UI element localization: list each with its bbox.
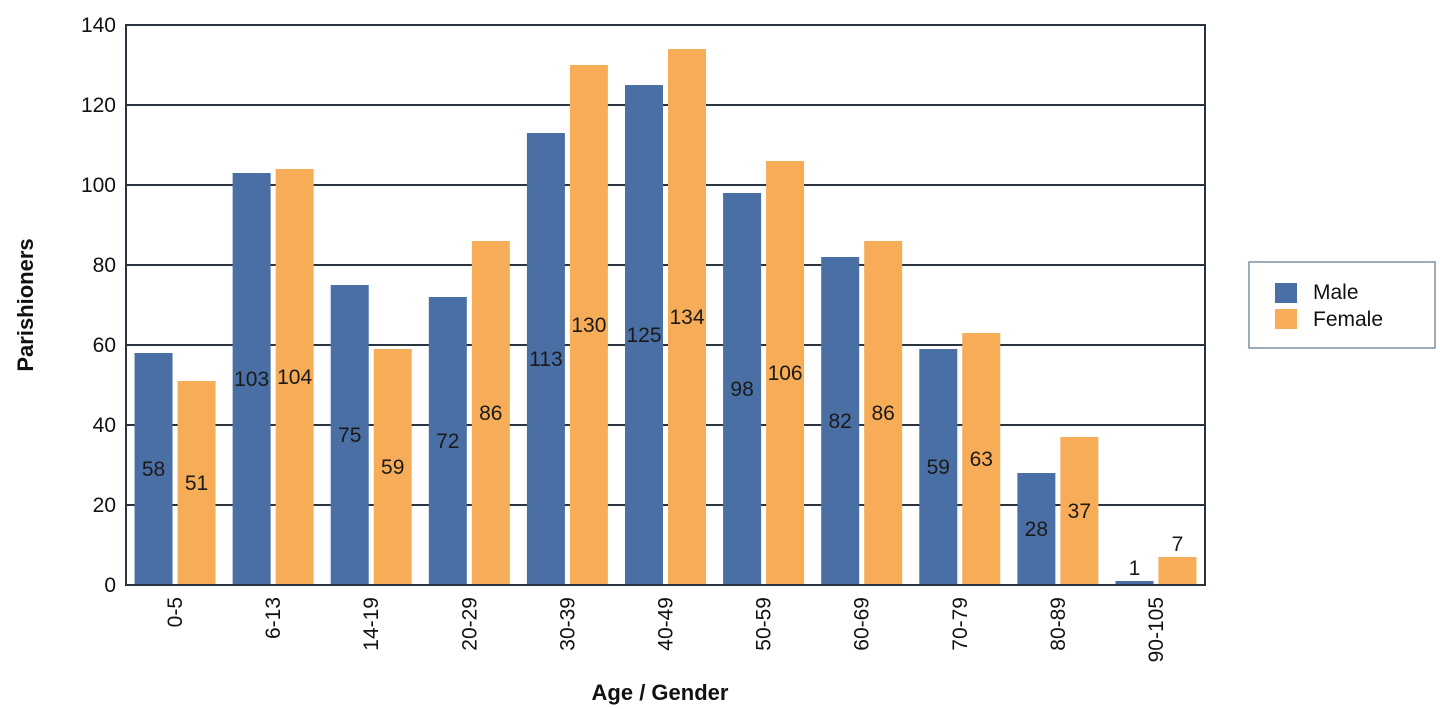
data-label-female: 7	[1172, 533, 1184, 556]
bar-female	[275, 169, 314, 585]
bar-male	[625, 85, 663, 585]
x-tick-label: 14-19	[360, 597, 383, 651]
data-label-female: 106	[768, 362, 803, 385]
bar-female	[766, 161, 805, 585]
x-tick-label: 70-79	[949, 597, 972, 651]
data-label-female: 86	[872, 402, 895, 425]
x-tick-label: 90-105	[1145, 597, 1168, 662]
bar-female	[471, 241, 510, 585]
bar-male	[526, 133, 565, 585]
y-tick-label: 120	[81, 94, 116, 117]
data-label-female: 104	[277, 366, 312, 389]
bar-male	[919, 349, 958, 585]
y-tick-label: 140	[81, 14, 116, 37]
x-tick-label: 40-49	[655, 597, 678, 651]
y-tick-label: 40	[93, 414, 116, 437]
data-label-male: 98	[730, 378, 753, 401]
data-label-female: 63	[970, 448, 993, 471]
data-label-male: 125	[626, 324, 661, 347]
data-label-male: 82	[829, 410, 852, 433]
y-axis-title: Parishioners	[13, 238, 38, 371]
bar-male	[134, 353, 173, 585]
data-label-female: 51	[185, 472, 208, 495]
x-axis-title: Age / Gender	[592, 680, 729, 705]
x-tick-label: 20-29	[458, 597, 481, 651]
x-tick-label: 50-59	[753, 597, 776, 651]
data-label-female: 130	[571, 314, 606, 337]
x-tick-label: 60-69	[851, 597, 874, 651]
x-tick-label: 80-89	[1047, 597, 1070, 651]
legend-label-male: Male	[1313, 281, 1359, 304]
data-label-male: 58	[142, 458, 165, 481]
data-labels: 58 51 103 104 75 59 72 86 113 130 125 134 98 106 82 86 5…	[142, 306, 1183, 580]
data-label-female: 37	[1068, 500, 1091, 523]
x-tick-label: 6-13	[262, 597, 285, 639]
bar-female	[1158, 557, 1197, 585]
bar-female	[864, 241, 903, 585]
bar-female	[962, 333, 1001, 585]
plot-frame	[125, 24, 1206, 586]
bar-female	[668, 49, 706, 585]
data-label-male: 59	[927, 456, 950, 479]
bar-male	[1017, 473, 1056, 585]
y-tick-label: 80	[93, 254, 116, 277]
data-label-male: 113	[529, 348, 562, 371]
bars	[134, 49, 1197, 585]
plot-border	[125, 24, 1206, 586]
y-axis-ticks: 0 20 40 60 80 100 120 140	[81, 14, 116, 597]
data-label-male: 72	[436, 430, 459, 453]
data-label-female: 86	[479, 402, 502, 425]
y-tick-label: 0	[104, 574, 116, 597]
data-label-female: 134	[669, 306, 704, 329]
x-axis-ticks: 0-5 6-13 14-19 20-29 30-39 40-49 50-59 60-69 70-…	[164, 597, 1168, 662]
x-tick-label: 0-5	[164, 597, 187, 627]
bar-male	[723, 193, 762, 585]
legend-box	[1248, 261, 1436, 349]
data-label-female: 59	[381, 456, 404, 479]
legend-swatch-male	[1275, 283, 1297, 303]
y-tick-label: 60	[93, 334, 116, 357]
bar-female	[177, 381, 216, 585]
bar-male	[232, 173, 271, 585]
bar-female	[569, 65, 608, 585]
data-label-male: 103	[234, 368, 269, 391]
bar-male	[1115, 581, 1154, 585]
bar-female	[1060, 437, 1099, 585]
data-label-male: 75	[338, 424, 361, 447]
y-tick-label: 20	[93, 494, 116, 517]
bar-male	[428, 297, 467, 585]
bar-female	[373, 349, 412, 585]
bar-male	[821, 257, 860, 585]
x-tick-label: 30-39	[556, 597, 579, 651]
legend-swatch-female	[1275, 309, 1297, 329]
data-label-male: 1	[1129, 557, 1141, 580]
legend: Male Female	[1248, 261, 1436, 349]
y-tick-label: 100	[81, 174, 116, 197]
legend-label-female: Female	[1313, 308, 1383, 331]
bar-male	[330, 285, 369, 585]
data-label-male: 28	[1025, 518, 1048, 541]
